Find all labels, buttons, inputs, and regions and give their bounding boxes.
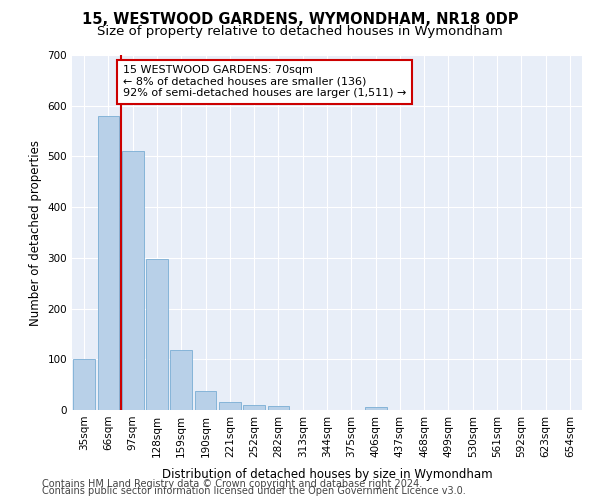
Bar <box>243 405 265 410</box>
Bar <box>146 259 168 410</box>
Bar <box>268 406 289 410</box>
Text: 15 WESTWOOD GARDENS: 70sqm
← 8% of detached houses are smaller (136)
92% of semi: 15 WESTWOOD GARDENS: 70sqm ← 8% of detac… <box>123 65 406 98</box>
Bar <box>122 152 143 410</box>
Text: 15, WESTWOOD GARDENS, WYMONDHAM, NR18 0DP: 15, WESTWOOD GARDENS, WYMONDHAM, NR18 0D… <box>82 12 518 28</box>
Bar <box>73 360 95 410</box>
Bar <box>365 408 386 410</box>
Text: Contains HM Land Registry data © Crown copyright and database right 2024.: Contains HM Land Registry data © Crown c… <box>42 479 422 489</box>
Text: Contains public sector information licensed under the Open Government Licence v3: Contains public sector information licen… <box>42 486 466 496</box>
Bar <box>219 402 241 410</box>
Text: Size of property relative to detached houses in Wymondham: Size of property relative to detached ho… <box>97 25 503 38</box>
X-axis label: Distribution of detached houses by size in Wymondham: Distribution of detached houses by size … <box>161 468 493 481</box>
Bar <box>97 116 119 410</box>
Bar <box>170 350 192 410</box>
Y-axis label: Number of detached properties: Number of detached properties <box>29 140 42 326</box>
Bar <box>194 391 217 410</box>
